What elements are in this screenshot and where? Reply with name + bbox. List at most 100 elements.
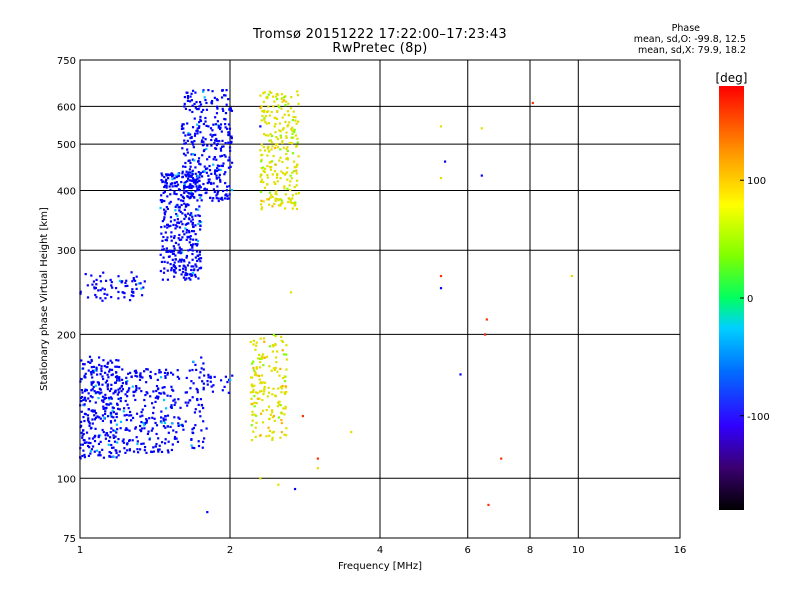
data-point: [173, 416, 176, 419]
data-point: [258, 390, 262, 393]
data-point: [180, 248, 183, 251]
data-point: [176, 221, 179, 224]
data-point: [167, 173, 170, 176]
data-point: [286, 110, 290, 113]
data-point: [150, 402, 154, 405]
data-point: [228, 107, 231, 110]
data-point: [251, 403, 254, 406]
data-point: [167, 431, 170, 434]
data-point: [195, 129, 198, 132]
data-point: [192, 230, 196, 233]
data-point: [85, 441, 88, 444]
data-point: [222, 145, 225, 148]
data-point: [143, 280, 146, 283]
data-point: [174, 254, 177, 257]
data-point: [217, 125, 221, 128]
data-point: [129, 414, 133, 417]
data-point: [203, 96, 206, 99]
data-point: [263, 385, 266, 389]
data-point: [157, 395, 160, 398]
data-point: [268, 429, 272, 433]
data-point: [130, 271, 133, 274]
data-point: [114, 365, 117, 368]
data-point: [194, 182, 197, 185]
data-point: [213, 139, 217, 142]
data-point: [93, 418, 97, 421]
data-point: [206, 511, 209, 514]
data-point: [109, 455, 112, 458]
data-point: [190, 212, 193, 215]
data-point: [294, 116, 297, 119]
data-point: [265, 122, 268, 125]
data-point: [203, 187, 207, 190]
data-point: [217, 199, 220, 203]
data-point: [157, 450, 160, 453]
data-point: [160, 410, 163, 413]
data-point: [296, 163, 299, 166]
data-point: [128, 410, 132, 414]
data-point: [215, 176, 218, 180]
data-point: [209, 380, 212, 383]
data-point: [284, 104, 287, 107]
data-point: [182, 127, 185, 130]
data-point: [184, 223, 187, 226]
data-point: [204, 138, 207, 141]
data-point: [140, 411, 143, 414]
data-point: [134, 371, 138, 374]
data-point: [192, 143, 195, 146]
data-point: [196, 243, 199, 246]
data-point: [125, 279, 128, 282]
data-point: [188, 231, 191, 234]
data-point: [228, 184, 231, 188]
data-point: [166, 223, 170, 226]
data-point: [184, 215, 188, 218]
data-point: [181, 423, 184, 426]
data-point: [91, 437, 95, 440]
data-point: [189, 195, 192, 198]
data-point: [134, 426, 138, 429]
data-point: [262, 200, 265, 203]
x-tick-label: 10: [572, 545, 585, 556]
data-point: [270, 91, 273, 95]
data-point: [185, 180, 189, 183]
data-point: [194, 256, 197, 259]
data-point: [169, 220, 173, 223]
data-point: [105, 396, 108, 400]
data-point: [227, 197, 231, 200]
data-point: [90, 383, 93, 386]
data-point: [184, 420, 187, 423]
data-point: [186, 148, 189, 151]
data-point: [187, 171, 190, 174]
data-point: [191, 243, 195, 246]
data-point: [484, 333, 487, 336]
data-point: [227, 98, 230, 101]
data-point: [98, 363, 101, 367]
data-point: [111, 446, 114, 449]
data-point: [169, 394, 172, 398]
data-point: [167, 225, 171, 228]
data-point: [211, 390, 215, 393]
data-point: [260, 199, 263, 202]
data-point: [99, 373, 102, 376]
data-point: [277, 387, 280, 390]
data-point: [197, 126, 201, 129]
data-point: [199, 224, 202, 227]
data-point: [212, 163, 215, 166]
data-point: [286, 178, 289, 181]
data-point: [141, 408, 144, 411]
data-point: [104, 297, 107, 300]
data-point: [263, 117, 266, 120]
data-point: [184, 161, 187, 165]
data-point: [94, 369, 97, 372]
data-point: [143, 370, 146, 373]
data-point: [202, 382, 205, 385]
data-point: [164, 184, 167, 187]
data-point: [198, 184, 201, 187]
data-point: [161, 245, 164, 248]
data-point: [292, 160, 296, 163]
data-point: [189, 165, 192, 168]
data-point: [110, 412, 113, 415]
data-point: [148, 438, 151, 441]
data-point: [271, 205, 274, 208]
data-point: [263, 388, 266, 391]
